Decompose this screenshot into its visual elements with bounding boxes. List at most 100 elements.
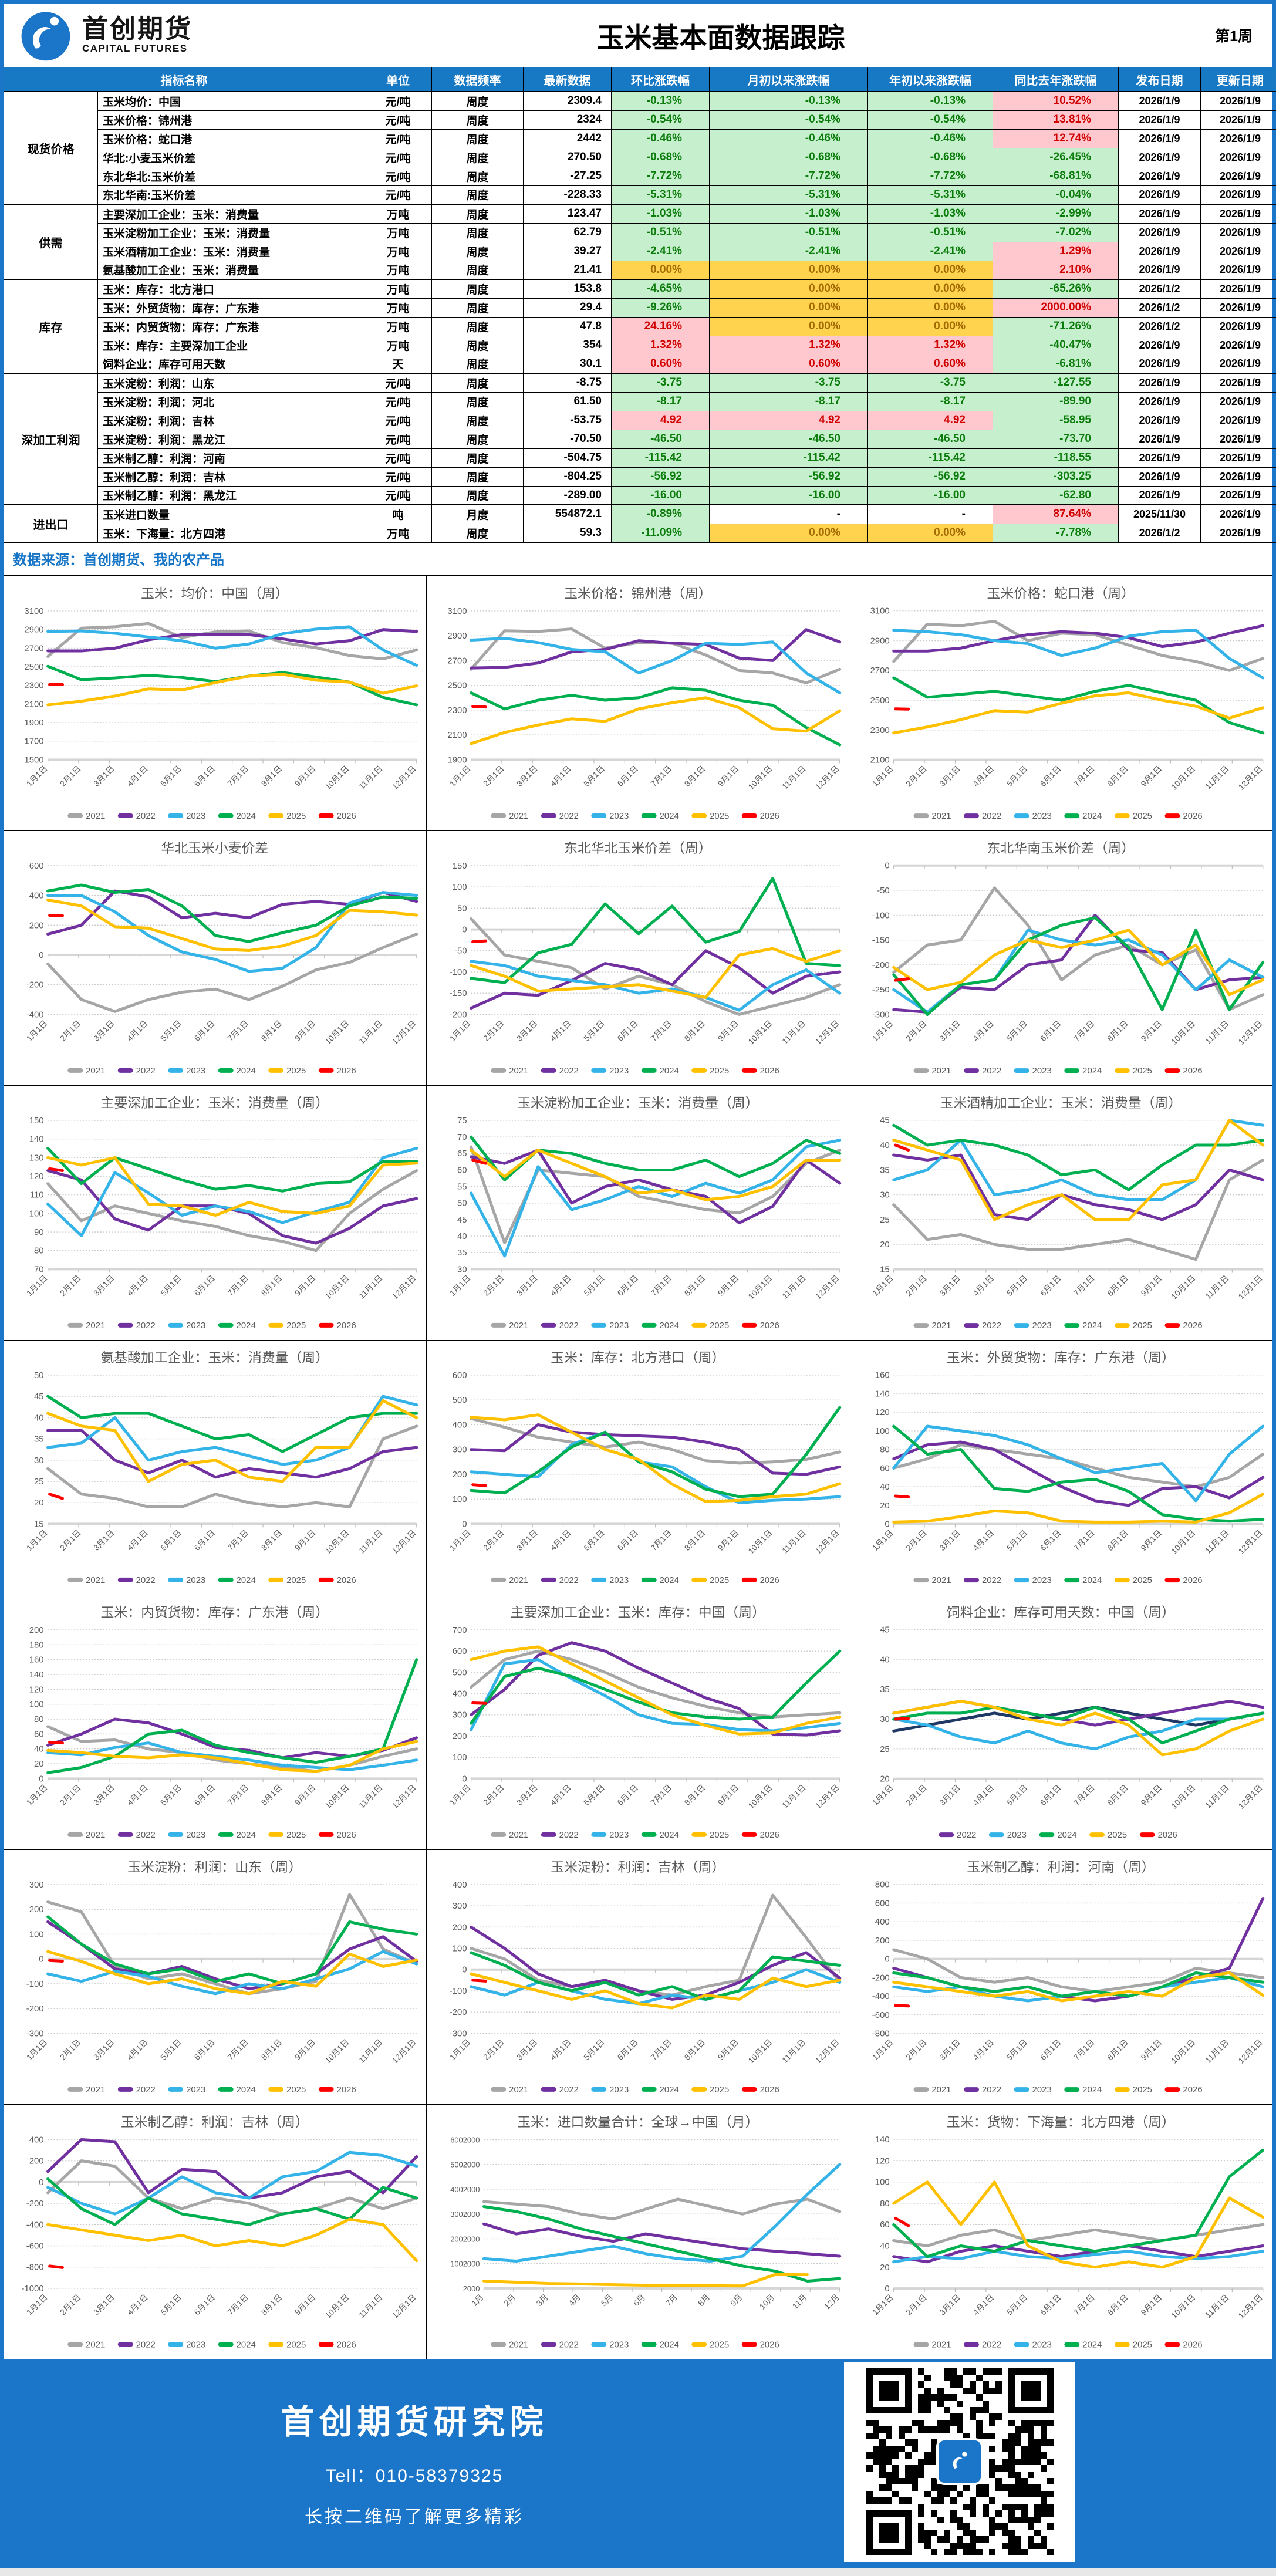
change-cell: -46.50 — [867, 429, 993, 449]
header: 首创期货 CAPITAL FUTURES 玉米基本面数据跟踪 第1周 — [4, 4, 1272, 67]
page-title: 玉米基本面数据跟踪 — [596, 22, 845, 53]
svg-text:40: 40 — [880, 2241, 890, 2251]
change-cell: -0.51% — [709, 222, 868, 242]
svg-text:-300: -300 — [26, 2029, 44, 2038]
latest-value: 59.3 — [523, 523, 612, 543]
svg-text:2024: 2024 — [237, 1321, 256, 1330]
svg-text:10月1日: 10月1日 — [746, 1528, 774, 1555]
svg-text:2022: 2022 — [136, 2340, 156, 2349]
svg-text:120: 120 — [29, 1171, 44, 1181]
svg-text:10月1日: 10月1日 — [1169, 1782, 1197, 1810]
table-row: 玉米：外贸货物：库存：广东港 万吨 周度 29.4 -9.26% 0.00% 0.00% 20… — [4, 298, 1276, 318]
change-cell: -73.70 — [993, 429, 1119, 449]
svg-text:2024: 2024 — [237, 2085, 256, 2094]
change-cell: -0.68% — [867, 147, 993, 167]
unit: 元/吨 — [364, 147, 432, 167]
svg-text:180: 180 — [29, 1640, 44, 1650]
frequency: 周度 — [431, 485, 524, 505]
svg-text:2022: 2022 — [982, 1321, 1001, 1331]
svg-text:6月1日: 6月1日 — [192, 1528, 217, 1552]
svg-text:0: 0 — [39, 1954, 43, 1964]
latest-value: 554872.1 — [523, 504, 612, 524]
svg-text:2023: 2023 — [609, 1830, 629, 1839]
svg-text:10月1日: 10月1日 — [1169, 1273, 1197, 1301]
change-cell: -3.75 — [611, 373, 710, 393]
logo-elephant-icon — [21, 12, 70, 61]
svg-text:4月1日: 4月1日 — [548, 1273, 573, 1298]
svg-text:5月1日: 5月1日 — [158, 2292, 183, 2317]
svg-text:3月: 3月 — [534, 2292, 550, 2308]
unit: 元/吨 — [364, 429, 432, 449]
svg-text:7月1日: 7月1日 — [1072, 1273, 1096, 1298]
svg-text:主要深加工企业：玉米：库存：中国（周）: 主要深加工企业：玉米：库存：中国（周） — [510, 1605, 765, 1620]
svg-text:11月1日: 11月1日 — [357, 1528, 384, 1555]
svg-text:1月1日: 1月1日 — [25, 2292, 49, 2317]
svg-text:100: 100 — [452, 1753, 467, 1763]
svg-text:3月1日: 3月1日 — [938, 764, 963, 788]
svg-text:6月1日: 6月1日 — [192, 1273, 217, 1298]
svg-text:100: 100 — [452, 883, 467, 892]
svg-text:400: 400 — [452, 1880, 467, 1889]
svg-text:10月1日: 10月1日 — [323, 2037, 350, 2065]
chart-16: -300 -200 -100 0 100 200 300 玉米淀粉：利润：山东（周） 1月1日 2… — [4, 1849, 427, 2105]
col-header: 同比去年涨跌幅 — [993, 67, 1119, 92]
svg-text:2021: 2021 — [932, 2085, 951, 2095]
svg-text:35: 35 — [880, 1165, 890, 1175]
svg-text:0: 0 — [885, 2284, 890, 2294]
svg-text:6月1日: 6月1日 — [192, 2292, 217, 2317]
svg-text:2022: 2022 — [559, 2085, 578, 2094]
svg-text:2022: 2022 — [136, 1830, 156, 1839]
change-cell: -4.65% — [611, 279, 710, 299]
frequency: 周度 — [431, 222, 524, 242]
frequency: 周度 — [431, 185, 524, 205]
svg-text:2月1日: 2月1日 — [904, 2037, 929, 2062]
svg-text:1月1日: 1月1日 — [870, 2037, 895, 2062]
svg-text:11月1日: 11月1日 — [357, 1782, 384, 1810]
indicator-name: 东北华南:玉米价差 — [97, 185, 364, 205]
svg-text:11月1日: 11月1日 — [357, 2037, 384, 2065]
svg-text:600: 600 — [29, 861, 44, 870]
svg-text:10月1日: 10月1日 — [1169, 2037, 1197, 2065]
change-cell: 0.60% — [709, 354, 868, 374]
svg-text:7月1日: 7月1日 — [225, 2037, 250, 2062]
svg-text:140: 140 — [29, 1670, 44, 1679]
svg-text:2021: 2021 — [932, 1066, 951, 1076]
latest-value: 2442 — [523, 129, 612, 148]
unit: 元/吨 — [364, 166, 432, 186]
svg-text:玉米价格：锦州港（周）: 玉米价格：锦州港（周） — [564, 586, 711, 601]
unit: 元/吨 — [364, 129, 432, 148]
update-date: 2026/1/9 — [1200, 373, 1276, 393]
svg-text:玉米：外贸货物：库存：广东港（周）: 玉米：外贸货物：库存：广东港（周） — [947, 1349, 1175, 1365]
svg-text:-200: -200 — [449, 2008, 467, 2017]
svg-text:玉米淀粉加工企业：玉米：消费量（周）: 玉米淀粉加工企业：玉米：消费量（周） — [517, 1095, 758, 1110]
latest-value: -228.33 — [523, 185, 612, 205]
svg-text:2月1日: 2月1日 — [481, 1528, 506, 1552]
indicator-name: 玉米制乙醇：利润：黑龙江 — [97, 485, 364, 505]
svg-text:-100: -100 — [449, 967, 467, 977]
change-cell: -0.54% — [709, 110, 868, 130]
unit: 万吨 — [364, 316, 432, 336]
svg-text:8月1日: 8月1日 — [259, 1018, 284, 1043]
svg-text:10月1日: 10月1日 — [746, 1782, 774, 1810]
svg-text:9月1日: 9月1日 — [1139, 1782, 1164, 1807]
svg-text:2026: 2026 — [759, 1575, 779, 1585]
svg-text:3月1日: 3月1日 — [92, 2037, 116, 2062]
svg-text:玉米淀粉：利润：吉林（周）: 玉米淀粉：利润：吉林（周） — [551, 1859, 725, 1875]
logo-cn-text: 首创期货 — [82, 14, 193, 43]
svg-text:玉米：内贸货物：库存：广东港（周）: 玉米：内贸货物：库存：广东港（周） — [101, 1605, 329, 1620]
svg-text:12月1日: 12月1日 — [1237, 1528, 1264, 1555]
svg-text:4月1日: 4月1日 — [971, 2037, 996, 2062]
svg-text:2021: 2021 — [509, 1321, 528, 1330]
publish-date: 2026/1/9 — [1118, 129, 1201, 148]
svg-text:9月1日: 9月1日 — [1139, 764, 1164, 788]
svg-text:12月1日: 12月1日 — [390, 2037, 417, 2065]
svg-text:1900: 1900 — [447, 755, 467, 765]
change-cell: -8.17 — [867, 391, 993, 411]
svg-text:40: 40 — [880, 1655, 890, 1665]
svg-text:11月1日: 11月1日 — [780, 1782, 808, 1810]
svg-text:120: 120 — [875, 2156, 890, 2166]
svg-text:2026: 2026 — [1158, 1830, 1177, 1840]
svg-text:3月1日: 3月1日 — [938, 2037, 963, 2062]
svg-text:4002000: 4002000 — [450, 2185, 480, 2193]
svg-text:-1000: -1000 — [21, 2284, 43, 2293]
